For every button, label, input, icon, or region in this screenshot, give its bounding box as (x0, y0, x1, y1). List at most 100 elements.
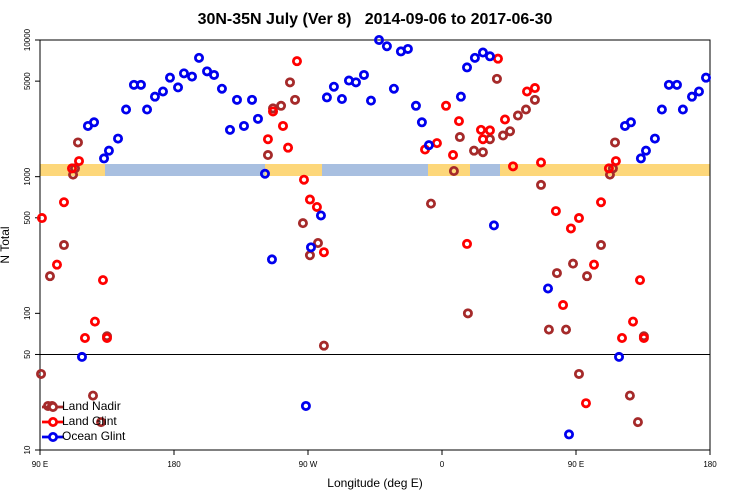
point (484, 51, 495, 62)
point (564, 429, 575, 440)
point (304, 194, 315, 205)
legend-label: Land Nadir (62, 399, 121, 413)
point (455, 91, 466, 102)
point (484, 125, 495, 136)
point (121, 104, 132, 115)
point (209, 69, 220, 80)
point (318, 340, 329, 351)
point (252, 113, 263, 124)
point (536, 179, 547, 190)
x-tick-label: 180 (167, 460, 181, 469)
point (635, 153, 646, 164)
point (350, 77, 361, 88)
point (589, 259, 600, 270)
point (58, 197, 69, 208)
point (388, 83, 399, 94)
point (321, 92, 332, 103)
x-tick-label: 0 (440, 460, 445, 469)
point (283, 142, 294, 153)
x-tick-label: 90 E (32, 460, 48, 469)
point (573, 368, 584, 379)
y-axis-label: N Total (0, 226, 12, 263)
point (582, 271, 593, 282)
y-tick-label: 10000 (23, 28, 32, 51)
point (96, 417, 107, 428)
point (58, 240, 69, 251)
point (44, 271, 55, 282)
point (135, 79, 146, 90)
point (374, 35, 385, 46)
point (635, 275, 646, 286)
point (149, 91, 160, 102)
point (72, 137, 83, 148)
x-axis-label: Longitude (deg E) (327, 476, 422, 490)
point (529, 94, 540, 105)
point (477, 134, 488, 145)
point (79, 332, 90, 343)
point (194, 52, 205, 63)
point (312, 238, 323, 249)
point (102, 332, 113, 343)
point (36, 213, 47, 224)
y-tick-label: 10 (23, 445, 32, 454)
point (543, 324, 554, 335)
point (328, 81, 339, 92)
point (365, 95, 376, 106)
point (477, 47, 488, 58)
point (113, 133, 124, 144)
point (498, 130, 509, 141)
point (315, 210, 326, 221)
point (268, 106, 279, 117)
point (596, 197, 607, 208)
point (277, 120, 288, 131)
point (318, 247, 329, 258)
point (173, 82, 184, 93)
point (499, 114, 510, 125)
point (99, 153, 110, 164)
point (431, 138, 442, 149)
point (416, 117, 427, 128)
point (402, 43, 413, 54)
y-tick-label: 50 (23, 349, 32, 358)
legend-marker (48, 401, 59, 412)
point (561, 324, 572, 335)
legend-marker (48, 416, 59, 427)
point (638, 332, 649, 343)
point (425, 198, 436, 209)
point (596, 240, 607, 251)
point (276, 100, 287, 111)
point (178, 68, 189, 79)
point (551, 268, 562, 279)
point (610, 137, 621, 148)
point (36, 368, 47, 379)
point (266, 254, 277, 265)
point (259, 168, 270, 179)
point (573, 213, 584, 224)
point (558, 300, 569, 311)
y-tick-label: 5000 (23, 72, 32, 90)
point (290, 94, 301, 105)
point (381, 41, 392, 52)
point (216, 83, 227, 94)
y-tick-label: 500 (23, 211, 32, 225)
x-tick-label: 90 W (299, 460, 318, 469)
legend-label: Land Glint (62, 414, 117, 428)
point (536, 157, 547, 168)
point (88, 390, 99, 401)
point (491, 73, 502, 84)
point (693, 86, 704, 97)
point (76, 351, 87, 362)
point (649, 133, 660, 144)
point (224, 124, 235, 135)
point (568, 258, 579, 269)
point (603, 163, 614, 174)
point (448, 150, 459, 161)
chart-title: 30N-35N July (Ver 8) 2014-09-06 to 2017-… (198, 11, 553, 28)
legend-label: Ocean Glint (62, 429, 126, 443)
point (454, 132, 465, 143)
point (550, 206, 561, 217)
point (74, 156, 85, 167)
point (164, 72, 175, 83)
point (565, 223, 576, 234)
point (462, 238, 473, 249)
